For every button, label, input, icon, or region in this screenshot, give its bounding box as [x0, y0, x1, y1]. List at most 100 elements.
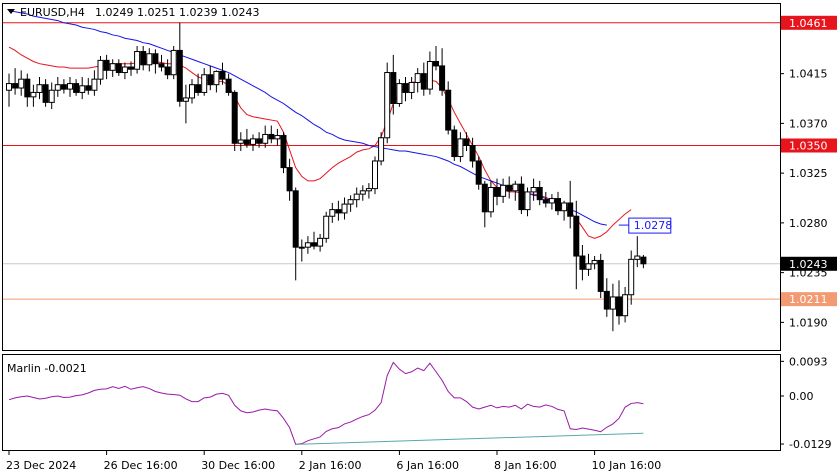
candle-body[interactable] — [500, 184, 507, 197]
candle-body[interactable] — [384, 72, 391, 139]
candle-body[interactable] — [225, 78, 232, 93]
candle-body[interactable] — [573, 215, 580, 257]
candle-body[interactable] — [67, 83, 73, 90]
candle-body[interactable] — [140, 51, 147, 66]
candle-body[interactable] — [567, 202, 574, 217]
candle-body[interactable] — [634, 255, 641, 260]
candle-body[interactable] — [91, 78, 98, 91]
main-chart[interactable]: 1.0278 — [3, 10, 780, 332]
candle-body[interactable] — [195, 84, 202, 93]
candle-body[interactable] — [536, 187, 543, 201]
candle-body[interactable] — [24, 78, 31, 98]
candle-body[interactable] — [555, 198, 561, 212]
candle-body[interactable] — [579, 255, 586, 270]
candle-body[interactable] — [396, 83, 403, 104]
candle-body[interactable] — [469, 144, 476, 162]
candle-body[interactable] — [420, 73, 427, 90]
candle-body[interactable] — [487, 187, 494, 213]
chart-dropdown-icon[interactable] — [7, 9, 15, 14]
candle-body[interactable] — [182, 97, 189, 102]
candle-body[interactable] — [18, 78, 25, 89]
candle-body[interactable] — [201, 74, 208, 93]
candle-body[interactable] — [170, 49, 177, 76]
candle-body[interactable] — [329, 209, 336, 217]
candle-body[interactable] — [30, 91, 37, 98]
candle-body[interactable] — [6, 83, 12, 91]
candle-body[interactable] — [457, 138, 464, 158]
candle-body[interactable] — [256, 138, 263, 144]
candle-body[interactable] — [152, 53, 159, 65]
candle-body[interactable] — [359, 190, 366, 195]
candle-body[interactable] — [189, 84, 195, 99]
candle-body[interactable] — [243, 139, 250, 145]
candle-body[interactable] — [628, 258, 635, 296]
candle-body[interactable] — [353, 193, 360, 201]
candle-body[interactable] — [390, 72, 397, 104]
candle-body[interactable] — [317, 237, 324, 247]
candle-body[interactable] — [402, 83, 409, 93]
candle-body[interactable] — [79, 85, 86, 93]
indicator-chart[interactable] — [8, 361, 644, 445]
candle-body[interactable] — [298, 246, 305, 249]
candle-body[interactable] — [128, 66, 134, 70]
candle-body[interactable] — [121, 66, 128, 74]
candle-body[interactable] — [219, 70, 226, 80]
candle-body[interactable] — [378, 137, 385, 162]
candle-body[interactable] — [475, 160, 482, 185]
candle-body[interactable] — [268, 133, 275, 140]
candle-body[interactable] — [603, 290, 610, 310]
candle-body[interactable] — [146, 53, 153, 66]
candle-body[interactable] — [109, 63, 116, 71]
candle-body[interactable] — [323, 215, 330, 239]
candle-body[interactable] — [414, 73, 421, 83]
candle-body[interactable] — [445, 89, 452, 131]
candle-body[interactable] — [262, 133, 269, 144]
candle-body[interactable] — [524, 191, 531, 211]
candle-body[interactable] — [426, 60, 433, 90]
candle-body[interactable] — [548, 198, 555, 204]
candle-body[interactable] — [85, 85, 92, 91]
candle-body[interactable] — [176, 49, 183, 102]
candle-body[interactable] — [54, 84, 61, 91]
candle-body[interactable] — [292, 190, 299, 248]
candle-body[interactable] — [481, 183, 488, 213]
candle-body[interactable] — [597, 259, 604, 292]
candle-body[interactable] — [622, 294, 629, 317]
candle-body[interactable] — [250, 138, 256, 145]
candle-body[interactable] — [103, 59, 110, 71]
candle-body[interactable] — [591, 259, 598, 265]
candle-body[interactable] — [158, 63, 165, 68]
candle-body[interactable] — [304, 242, 311, 248]
candle-body[interactable] — [280, 135, 287, 169]
candle-body[interactable] — [274, 135, 281, 140]
candle-body[interactable] — [73, 83, 80, 93]
candle-body[interactable] — [36, 84, 43, 93]
candle-body[interactable] — [372, 160, 378, 190]
candle-body[interactable] — [609, 296, 616, 310]
candle-body[interactable] — [494, 187, 500, 197]
candle-body[interactable] — [42, 84, 49, 103]
candle-body[interactable] — [335, 209, 342, 214]
candle-body[interactable] — [561, 202, 568, 212]
candle-body[interactable] — [115, 63, 122, 74]
candle-body[interactable] — [341, 203, 348, 214]
candle-body[interactable] — [433, 60, 439, 67]
candle-body[interactable] — [164, 66, 171, 76]
candle-body[interactable] — [347, 199, 354, 205]
candle-body[interactable] — [231, 91, 238, 144]
candle-body[interactable] — [213, 70, 220, 86]
candle-body[interactable] — [512, 183, 519, 192]
candle-body[interactable] — [134, 51, 141, 70]
candle-body[interactable] — [60, 84, 67, 90]
candle-body[interactable] — [207, 74, 214, 86]
candle-body[interactable] — [640, 256, 647, 265]
candle-body[interactable] — [311, 242, 317, 247]
candle-body[interactable] — [12, 83, 19, 89]
candle-body[interactable] — [518, 183, 525, 211]
candle-body[interactable] — [286, 167, 293, 192]
candle-body[interactable] — [451, 129, 458, 158]
candle-body[interactable] — [237, 139, 244, 144]
candle-body[interactable] — [542, 199, 549, 204]
candle-body[interactable] — [48, 89, 55, 103]
candle-body[interactable] — [530, 187, 537, 193]
